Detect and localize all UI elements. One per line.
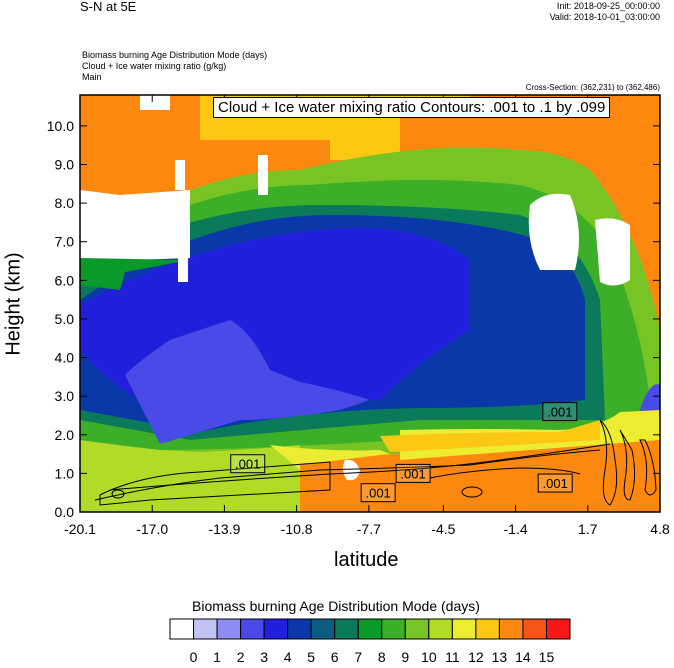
x-tick-label: -13.9	[208, 521, 240, 537]
colorbar-label: 6	[331, 649, 339, 665]
colorbar-label: 13	[492, 649, 508, 665]
contour-label: .001	[547, 405, 572, 420]
colorbar-label: 9	[401, 649, 409, 665]
colorbar-label: 2	[237, 649, 245, 665]
y-tick-label: 0.0	[55, 504, 75, 520]
x-tick-label: -10.8	[281, 521, 313, 537]
colorbar-swatch	[545, 618, 571, 640]
x-tick-label: -4.5	[431, 521, 455, 537]
contour-label: .001	[400, 466, 425, 481]
chart-title: Cloud + Ice water mixing ratio Contours:…	[213, 97, 611, 118]
contour-label-box	[537, 473, 573, 493]
colorbar-swatch	[240, 618, 265, 640]
colorbar-swatch	[522, 618, 547, 640]
y-tick-label: 1.0	[55, 465, 75, 481]
contour-label-box	[360, 483, 396, 503]
contour-label: .001	[235, 457, 260, 472]
field-label-main: Main	[82, 72, 102, 82]
colorbar-label: 11	[445, 649, 460, 665]
y-tick-label: 7.0	[55, 234, 75, 250]
colorbar-swatch	[428, 618, 453, 640]
contour-label-box	[395, 463, 431, 483]
field-label-cloud: Cloud + Ice water mixing ratio (g/kg)	[82, 61, 227, 71]
colorbar-swatch	[475, 618, 500, 640]
valid-time: Valid: 2018-10-01_03:00:00	[549, 12, 660, 22]
init-time: Init: 2018-09-25_00:00:00	[556, 1, 660, 11]
colorbar-label: 7	[354, 649, 362, 665]
colorbar-label: 4	[284, 649, 292, 665]
y-tick-label: 4.0	[55, 350, 75, 366]
y-tick-label: 9.0	[55, 157, 75, 173]
cross-section-label: Cross-Section: (362,231) to (362,486)	[525, 83, 660, 92]
colorbar-swatch	[334, 618, 359, 640]
colorbar-title: Biomass burning Age Distribution Mode (d…	[192, 598, 480, 614]
x-tick-label: 1.7	[578, 521, 598, 537]
plot-area	[80, 95, 660, 512]
x-tick-label: -20.1	[64, 521, 96, 537]
colorbar-label: 3	[260, 649, 268, 665]
colorbar-label: 12	[468, 649, 484, 665]
x-axis-label: latitude	[334, 549, 399, 571]
colorbar-swatch	[287, 618, 312, 640]
colorbar-swatch	[357, 618, 383, 640]
colorbar-label: 0	[190, 649, 198, 665]
y-tick-label: 6.0	[55, 272, 75, 288]
contour-label: .001	[365, 486, 390, 501]
y-tick-label: 10.0	[47, 118, 74, 134]
x-tick-label: -1.4	[504, 521, 528, 537]
colorbar-swatch	[216, 618, 242, 640]
y-axis-label: Height (km)	[2, 252, 25, 356]
x-tick-label: -7.7	[357, 521, 381, 537]
x-tick-label: 4.8	[650, 521, 670, 537]
colorbar-label: 10	[421, 649, 437, 665]
colorbar-swatch	[193, 618, 218, 640]
colorbar-swatch	[381, 618, 406, 640]
axes: -20.1 -17.0 -13.9 -10.8 -7.7 -4.5 -1.4 1.7 4.8 0.…	[47, 95, 670, 537]
colorbar-label: 15	[539, 649, 555, 665]
colorbar-swatch	[404, 618, 430, 640]
contour-label: .001	[543, 476, 568, 491]
y-tick-label: 5.0	[55, 311, 75, 327]
colorbar-swatch	[263, 618, 289, 640]
x-tick-label: -17.0	[136, 521, 168, 537]
y-tick-label: 8.0	[55, 195, 75, 211]
colorbar: 0 1 2 3 4 5 6 7 8 9 10 11 12 13 14 15	[169, 618, 571, 665]
colorbar-swatch	[451, 618, 477, 640]
plot-frame	[79, 94, 661, 513]
colorbar-label: 1	[213, 649, 221, 665]
colorbar-label: 5	[307, 649, 315, 665]
colorbar-label: 8	[378, 649, 386, 665]
colorbar-swatch	[310, 618, 336, 640]
y-tick-label: 2.0	[55, 427, 75, 443]
contour-labels: .001 .001 .001 .001 .001	[230, 402, 578, 503]
contour-label-box	[542, 402, 578, 422]
page-title: S-N at 5E	[80, 0, 137, 14]
colorbar-label: 14	[515, 649, 531, 665]
contour-label-box	[230, 454, 266, 474]
field-label-biomass: Biomass burning Age Distribution Mode (d…	[82, 50, 268, 60]
y-tick-label: 3.0	[55, 388, 75, 404]
colorbar-swatch	[169, 618, 195, 640]
colorbar-swatch	[498, 618, 524, 640]
